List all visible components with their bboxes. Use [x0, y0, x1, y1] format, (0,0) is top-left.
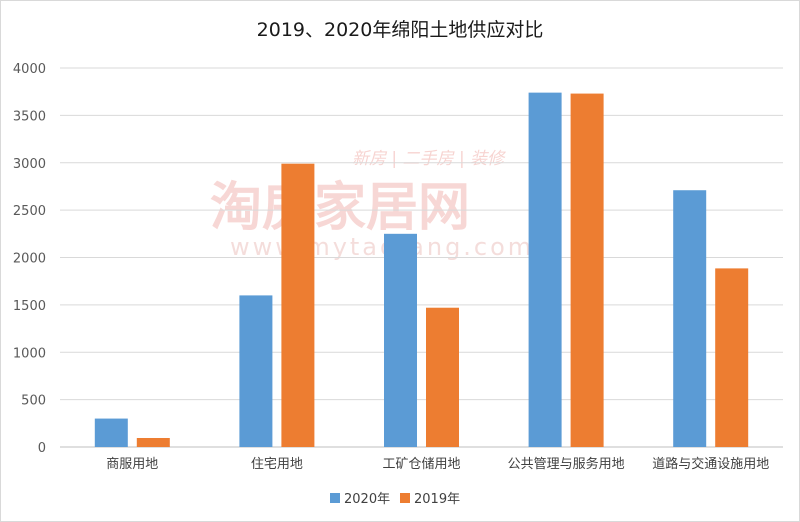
watermark: 淘房家居网 新房 | 二手房 | 装修 www.mytaofang.com	[210, 149, 534, 261]
legend-label: 2020年	[344, 492, 390, 507]
bar-series-2	[570, 93, 604, 448]
x-category-label: 公共管理与服务用地	[508, 456, 625, 472]
bar-series-2	[426, 307, 459, 447]
y-tick-label: 0	[38, 441, 46, 456]
y-tick-label: 1500	[13, 299, 46, 314]
legend-swatch	[330, 493, 340, 503]
bar-series-1	[384, 233, 417, 447]
bar-series-2	[715, 268, 749, 447]
x-category-label: 住宅用地	[251, 457, 303, 472]
chart-title: 2019、2020年绵阳土地供应对比	[257, 19, 544, 41]
bar-series-1	[528, 92, 562, 447]
legend-label: 2019年	[414, 492, 460, 507]
legend-swatch	[400, 493, 410, 503]
legend: 2020年 2019年	[330, 492, 460, 507]
bar-series-1	[239, 295, 273, 447]
bar-series-1	[94, 418, 128, 447]
watermark-url: www.mytaofang.com	[230, 233, 534, 261]
y-tick-label: 2000	[13, 252, 46, 267]
bar-series-2	[281, 163, 315, 447]
watermark-tagline: 新房 | 二手房 | 装修	[352, 149, 506, 169]
x-category-label: 工矿仓储用地	[382, 457, 460, 472]
y-tick-label: 1000	[13, 346, 46, 361]
bar-series-2	[136, 437, 170, 447]
x-axis-categories: 商服用地 住宅用地 工矿仓储用地 公共管理与服务用地 道路与交通设施用地	[106, 456, 769, 472]
y-tick-label: 3500	[13, 109, 46, 124]
x-category-label: 道路与交通设施用地	[652, 456, 769, 472]
y-axis-ticks: 0 500 1000 1500 2000 2500 3000 3500 4000	[13, 62, 46, 456]
y-tick-label: 4000	[13, 62, 46, 77]
y-tick-label: 2500	[13, 204, 46, 219]
watermark-brand: 淘房家居网	[210, 178, 470, 238]
gridlines	[60, 67, 783, 448]
x-category-label: 商服用地	[106, 457, 158, 472]
bar-series-1	[673, 190, 707, 448]
bars	[94, 92, 749, 448]
y-tick-label: 3000	[13, 157, 46, 172]
y-tick-label: 500	[21, 394, 46, 409]
